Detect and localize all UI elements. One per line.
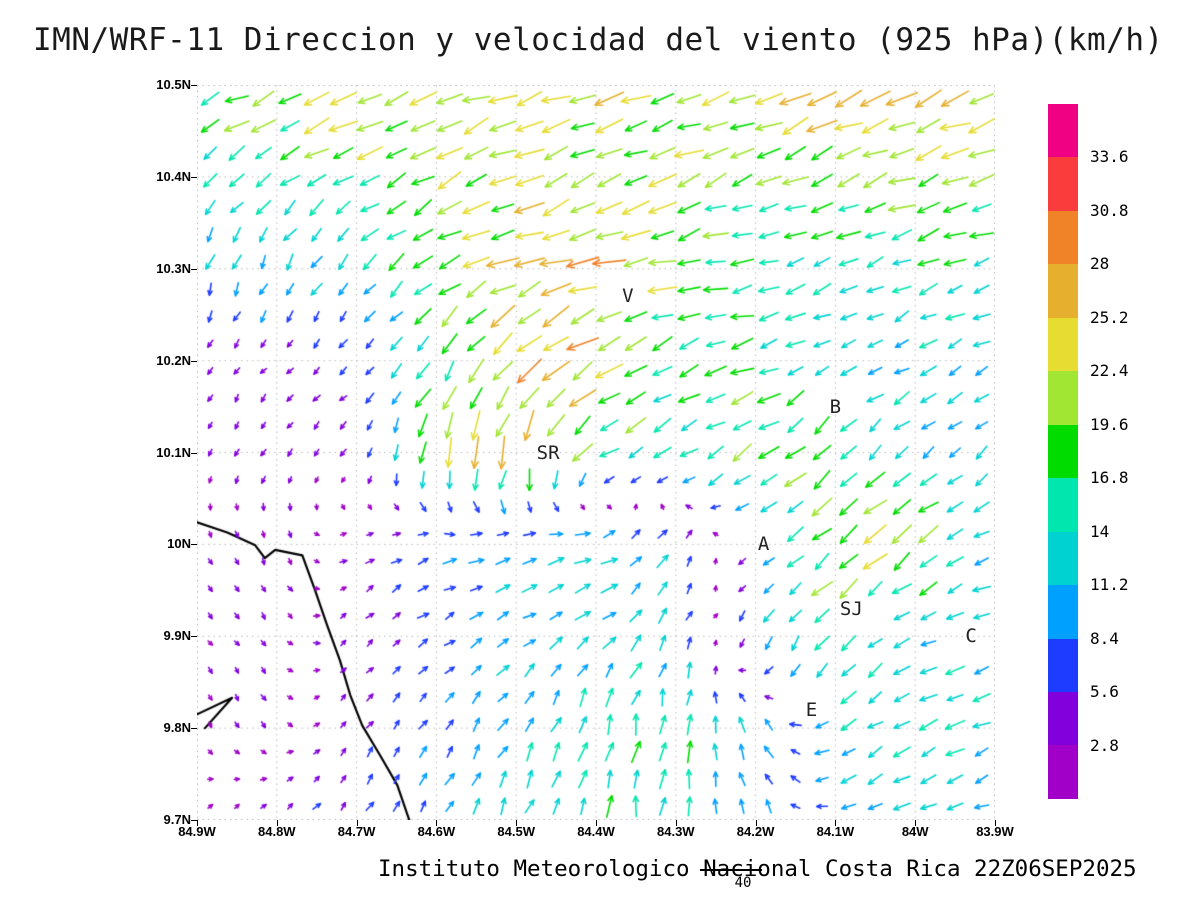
- x-tick-mark: [675, 820, 677, 826]
- x-tick-mark: [835, 820, 837, 826]
- y-tick-mark: [191, 360, 197, 362]
- x-tick-label: 84.4W: [577, 824, 615, 839]
- y-tick-mark: [191, 820, 197, 821]
- x-tick-label: 84W: [901, 824, 929, 839]
- station-label-sj: SJ: [839, 597, 863, 620]
- y-tick-label: 9.9N: [163, 628, 191, 644]
- x-tick-label: 84.2W: [736, 824, 775, 839]
- x-tick-mark: [995, 820, 996, 826]
- colorbar-label: 28: [1090, 254, 1110, 274]
- colorbar-segment: [1048, 531, 1078, 586]
- colorbar-segment: [1048, 585, 1078, 639]
- y-tick-label: 10.5N: [156, 77, 191, 92]
- y-tick-label: 10.4N: [156, 168, 191, 184]
- colorbar-segment: [1048, 371, 1078, 425]
- x-tick-mark: [356, 820, 358, 826]
- x-tick-label: 84.7W: [337, 824, 376, 839]
- x-tick-mark: [276, 820, 278, 826]
- plot-area: V B SR A SJ C E: [197, 85, 995, 820]
- colorbar-label: 19.6: [1090, 414, 1129, 434]
- x-tick-mark: [197, 820, 198, 826]
- x-tick-mark: [436, 820, 438, 826]
- colorbar-label: 11.2: [1090, 575, 1129, 595]
- colorbar-segment: [1048, 478, 1078, 532]
- y-tick-mark: [191, 544, 197, 546]
- reference-arrow-line: [700, 869, 762, 871]
- colorbar-segment: [1048, 638, 1078, 692]
- y-tick-mark: [191, 85, 197, 86]
- colorbar-segment: [1048, 264, 1078, 318]
- x-tick-label: 84.3W: [657, 824, 695, 839]
- colorbar-label: 5.6: [1090, 682, 1119, 702]
- y-tick-label: 10.2N: [156, 352, 191, 368]
- colorbar-label: 16.8: [1090, 468, 1129, 488]
- chart-title: IMN/WRF-11 Direccion y velocidad del vie…: [33, 22, 1164, 58]
- colorbar-label: 22.4: [1090, 361, 1129, 381]
- station-label-e: E: [805, 698, 818, 721]
- colorbar-label: 2.8: [1090, 735, 1119, 755]
- station-label-sr: SR: [536, 441, 560, 464]
- y-tick-label: 9.7N: [163, 812, 191, 827]
- colorbar-segment: [1048, 691, 1078, 746]
- colorbar-segment: [1048, 157, 1078, 211]
- y-tick-mark: [191, 728, 197, 730]
- y-tick-mark: [191, 268, 197, 270]
- station-label-a: A: [757, 533, 770, 556]
- colorbar: [1048, 104, 1078, 799]
- colorbar-segment: [1048, 745, 1078, 799]
- x-tick-label: 84.8W: [258, 824, 296, 839]
- x-tick-mark: [755, 820, 757, 826]
- colorbar-label: 30.8: [1090, 200, 1129, 220]
- colorbar-segment: [1048, 210, 1078, 265]
- station-label-c: C: [965, 625, 977, 648]
- x-tick-label: 84.6W: [417, 824, 456, 839]
- wind-vector-canvas: [197, 85, 995, 820]
- station-label-v: V: [622, 285, 634, 308]
- colorbar-segment: [1048, 317, 1078, 372]
- y-tick-mark: [191, 176, 197, 178]
- x-tick-mark: [596, 820, 597, 826]
- colorbar-label: 8.4: [1090, 628, 1119, 648]
- colorbar-label: 14: [1090, 521, 1110, 541]
- x-tick-label: 84.1W: [816, 824, 855, 839]
- y-tick-mark: [191, 452, 197, 454]
- y-tick-label: 10.1N: [156, 444, 191, 460]
- x-tick-label: 83.9W: [976, 824, 1014, 839]
- station-label-b: B: [829, 395, 842, 418]
- x-tick-label: 84.9W: [178, 824, 216, 839]
- colorbar-label: 25.2: [1090, 307, 1129, 327]
- colorbar-segment: [1048, 424, 1078, 479]
- x-tick-mark: [516, 820, 518, 826]
- y-tick-label: 10N: [167, 536, 191, 552]
- y-tick-label: 10.3N: [156, 260, 191, 276]
- y-tick-label: 9.8N: [163, 720, 191, 736]
- colorbar-segment: [1048, 104, 1078, 158]
- reference-arrow-label: 40: [734, 875, 752, 891]
- x-tick-label: 84.5W: [497, 824, 535, 839]
- x-tick-mark: [915, 820, 917, 826]
- y-tick-mark: [191, 636, 197, 638]
- colorbar-label: 33.6: [1090, 147, 1129, 167]
